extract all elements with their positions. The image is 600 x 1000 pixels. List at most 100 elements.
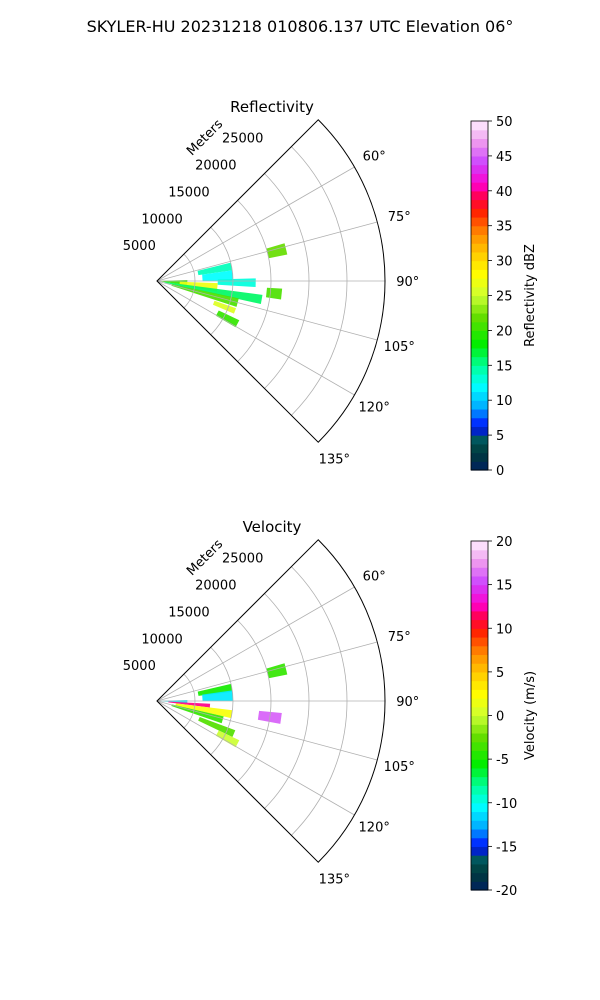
colorbar-segment — [471, 698, 488, 708]
colorbar-segment — [471, 295, 488, 305]
echo-region — [198, 716, 236, 737]
colorbar-segment — [471, 767, 488, 778]
colorbar-segment — [471, 645, 488, 656]
colorbar-segment — [471, 863, 488, 874]
azimuth-tick-label: 120° — [359, 820, 390, 835]
colorbar-segment — [471, 347, 488, 358]
colorbar-tick-label: 20 — [496, 535, 513, 550]
colorbar-segment — [471, 602, 488, 612]
colorbar-segment — [471, 628, 488, 638]
radial-axis-label: Meters — [184, 117, 226, 159]
azimuth-tick-label: 135° — [319, 452, 350, 467]
radial-tick-label: 20000 — [195, 159, 236, 174]
azimuth-tick-label: 60° — [363, 570, 386, 585]
colorbar-segment — [471, 575, 488, 586]
colorbar-segment — [471, 408, 488, 419]
radial-axis-label: Meters — [184, 537, 226, 579]
colorbar-segment — [471, 260, 488, 270]
colorbar-segment — [471, 435, 488, 445]
colorbar-tick-label: 10 — [496, 622, 513, 637]
echo-region — [202, 270, 233, 281]
colorbar-segment — [471, 286, 488, 297]
colorbar-segment — [471, 278, 488, 288]
colorbar-segment — [471, 356, 488, 366]
colorbar-segment — [471, 365, 488, 375]
colorbar-tick-label: 15 — [496, 579, 513, 594]
colorbar-segment — [471, 121, 488, 131]
colorbar-tick-label: 25 — [496, 290, 513, 305]
colorbar-segment — [471, 855, 488, 865]
echo-region — [175, 703, 233, 719]
colorbar-segment — [471, 541, 488, 551]
colorbar-segment — [471, 741, 488, 751]
reflectivity-panel: Reflectivity 5000 10000 15000 20000 25000Mete… — [123, 98, 538, 479]
colorbar-segment — [471, 619, 488, 629]
radial-tick-label: 10000 — [141, 212, 182, 227]
sector-outline — [156, 539, 386, 863]
colorbar-tick-label: 45 — [496, 150, 513, 165]
radial-tick-label: 5000 — [123, 659, 156, 674]
colorbar-segment — [471, 759, 488, 769]
echo-region — [266, 243, 288, 259]
colorbar-segment — [471, 304, 488, 314]
azimuth-spoke — [156, 280, 378, 341]
colorbar-label: Reflectivity dBZ — [523, 244, 538, 347]
colorbar-segment — [471, 872, 488, 882]
echo-region — [168, 701, 211, 708]
echo-region — [212, 300, 237, 314]
echo-region — [197, 262, 233, 276]
colorbar-segment — [471, 339, 488, 349]
azimuth-spoke — [156, 700, 355, 816]
colorbar-segment — [471, 680, 488, 690]
colorbar-tick-label: 20 — [496, 324, 513, 339]
azimuth-spoke — [156, 221, 378, 282]
echo-region — [171, 704, 224, 724]
colorbar-tick-label: 5 — [496, 429, 504, 444]
echo-region — [202, 690, 233, 701]
azimuth-spoke — [156, 586, 355, 702]
colorbar-segment — [471, 234, 488, 244]
azimuth-tick-label: 75° — [388, 630, 411, 645]
echo-region — [217, 278, 256, 288]
colorbar-segment — [471, 636, 488, 647]
colorbar-segment — [471, 837, 488, 847]
colorbar-segment — [471, 811, 488, 821]
colorbar-segment — [471, 671, 488, 682]
colorbar-segment — [471, 426, 488, 436]
colorbar-tick-label: 10 — [496, 394, 513, 409]
azimuth-spoke — [156, 641, 378, 702]
colorbar-segment — [471, 820, 488, 830]
colorbar-segment — [471, 802, 488, 813]
echo-region — [266, 663, 288, 679]
colorbar-segment — [471, 199, 488, 209]
radial-tick-label: 15000 — [168, 185, 209, 200]
colorbar-tick-label: 0 — [496, 710, 504, 725]
radial-tick-label: 25000 — [222, 132, 263, 147]
azimuth-tick-label: 105° — [384, 340, 415, 355]
colorbar-tick-label: 50 — [496, 115, 513, 130]
echo-region — [171, 284, 239, 307]
azimuth-spoke — [156, 280, 355, 396]
azimuth-tick-label: 90° — [396, 275, 419, 290]
colorbar-tick-label: 40 — [496, 185, 513, 200]
colorbar-segment — [471, 443, 488, 454]
echo-layer — [160, 243, 288, 328]
colorbar-segment — [471, 776, 488, 786]
colorbar-segment — [471, 391, 488, 401]
azimuth-tick-label: 60° — [363, 150, 386, 165]
colorbar-segment — [471, 225, 488, 236]
azimuth-tick-label: 105° — [384, 760, 415, 775]
colorbar-segment — [471, 312, 488, 323]
colorbar-segment — [471, 182, 488, 192]
colorbar-tick-label: 30 — [496, 255, 513, 270]
colorbar-segment — [471, 417, 488, 427]
colorbar-tick-label: -20 — [496, 884, 517, 899]
colorbar-segment — [471, 138, 488, 148]
colorbar-segment — [471, 689, 488, 699]
colorbar-segment — [471, 715, 488, 725]
colorbar-segment — [471, 216, 488, 227]
azimuth-tick-label: 75° — [388, 210, 411, 225]
azimuth-spoke — [156, 166, 355, 282]
panel-title: Reflectivity — [230, 98, 314, 116]
